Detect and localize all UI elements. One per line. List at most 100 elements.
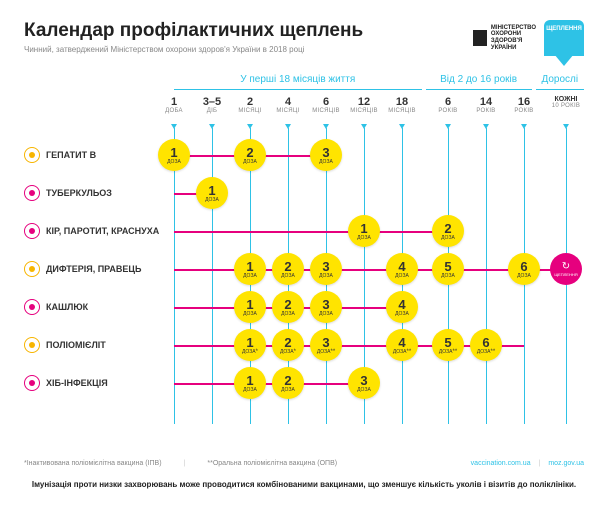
dose-text: ДОЗА** [439,349,457,355]
bottom-note: Імунізація проти низки захворювань може … [24,480,584,489]
column-header: 6МІСЯЦІВ [307,96,345,114]
dose-text: ДОЗА [357,387,371,393]
column-unit: ДІБ [193,108,231,114]
dose-number: 1 [246,260,253,273]
dose-marker: 3ДОЗА [310,139,342,171]
dose-marker: 1ДОЗА [348,215,380,247]
heart-text: ЩЕПЛЕННЯ [544,20,584,32]
column-number: КОЖНІ [547,96,585,103]
dose-text: ДОЗА** [393,349,411,355]
dose-marker: 2ДОЗА [234,139,266,171]
dose-number: 4 [398,298,405,311]
column-unit: РОКІВ [429,108,467,114]
disease-row: КІР, ПАРОТИТ, КРАСНУХА [24,212,560,250]
footnotes: *Інактивована поліомієлітна вакцина (ІПВ… [24,460,584,467]
disease-label: ДИФТЕРІЯ, ПРАВЕЦЬ [46,264,174,274]
column-number: 12 [345,96,383,108]
column-header: 12МІСЯЦІВ [345,96,383,114]
link-moz: moz.gov.ua [548,460,584,467]
column-unit: МІСЯЦІ [231,108,269,114]
column-number: 14 [467,96,505,108]
column-header: 6РОКІВ [429,96,467,114]
column-number: 1 [155,96,193,108]
group-childhood: Від 2 до 16 років [426,74,532,90]
dose-marker: 5ДОЗА [432,253,464,285]
column-unit: МІСЯЦІВ [307,108,345,114]
column-unit: РОКІВ [505,108,543,114]
column-header: 2МІСЯЦІ [231,96,269,114]
dose-number: 2 [284,298,291,311]
dose-number: 4 [398,336,405,349]
dose-text: ДОЗА [517,273,531,279]
disease-icon [24,223,40,239]
dose-marker: 1ДОЗА [234,291,266,323]
dose-text: ДОЗА [281,311,295,317]
column-header: 18МІСЯЦІВ [383,96,421,114]
logos: МІНІСТЕРСТВООХОРОНИЗДОРОВ'ЯУКРАЇНИ ЩЕПЛЕ… [473,20,584,56]
dose-number: 2 [246,146,253,159]
refresh-icon: ↻ [562,261,570,272]
dose-text: ДОЗА* [280,349,296,355]
dose-number: 1 [246,298,253,311]
disease-icon [24,375,40,391]
dose-number: 3 [322,260,329,273]
dose-marker: 1ДОЗА [158,139,190,171]
column-header: 16РОКІВ [505,96,543,114]
column-number: 16 [505,96,543,108]
disease-label: ГЕПАТИТ В [46,150,174,160]
dose-marker: 2ДОЗА [272,367,304,399]
title-block: Календар профілактичних щеплень Чинний, … [24,20,473,54]
subtitle: Чинний, затверджений Міністерством охоро… [24,45,473,54]
revacc-text: ЩЕПЛЕННЯ [554,272,577,277]
dose-text: ДОЗА [243,159,257,165]
dose-number: 3 [322,146,329,159]
dose-text: ДОЗА [281,387,295,393]
column-unit: МІСЯЦІВ [383,108,421,114]
dose-text: ДОЗА [319,311,333,317]
dose-number: 6 [520,260,527,273]
disease-hline [174,231,448,233]
disease-row: ТУБЕРКУЛЬОЗ [24,174,560,212]
column-unit: РОКІВ [467,108,505,114]
dose-marker: 1ДОЗА [234,253,266,285]
disease-label: ТУБЕРКУЛЬОЗ [46,188,174,198]
age-groups: У перші 18 місяців життя Від 2 до 16 рок… [174,74,584,90]
header: Календар профілактичних щеплень Чинний, … [24,20,584,56]
column-unit: ДОБА [155,108,193,114]
dose-marker: 3ДОЗА [310,253,342,285]
dose-marker: 4ДОЗА** [386,329,418,361]
dose-number: 1 [246,374,253,387]
group-adults: Дорослі [536,74,584,90]
column-number: 2 [231,96,269,108]
column-header: 4МІСЯЦІ [269,96,307,114]
dose-marker: 1ДОЗА [196,177,228,209]
dose-number: 4 [398,260,405,273]
ministry-logo: МІНІСТЕРСТВООХОРОНИЗДОРОВ'ЯУКРАЇНИ [473,25,536,51]
dose-marker: 2ДОЗА [432,215,464,247]
column-header: 14РОКІВ [467,96,505,114]
column-header: КОЖНІ10 РОКІВ [547,96,585,109]
column-header: 1ДОБА [155,96,193,114]
chart-area: ГЕПАТИТ В1ДОЗА2ДОЗА3ДОЗАТУБЕРКУЛЬОЗ1ДОЗА… [24,128,584,428]
dose-text: ДОЗА [243,273,257,279]
dose-text: ДОЗА [319,159,333,165]
column-number: 4 [269,96,307,108]
dose-text: ДОЗА** [317,349,335,355]
footnote-ipv: *Інактивована поліомієлітна вакцина (ІПВ… [24,460,162,467]
dose-text: ДОЗА [395,311,409,317]
dose-marker: 4ДОЗА [386,291,418,323]
timeline-headers: 1ДОБА3–5ДІБ2МІСЯЦІ4МІСЯЦІ6МІСЯЦІВ12МІСЯЦ… [174,96,584,124]
dose-text: ДОЗА* [242,349,258,355]
column-number: 3–5 [193,96,231,108]
dose-text: ДОЗА [441,273,455,279]
disease-icon [24,261,40,277]
group-infancy: У перші 18 місяців життя [174,74,422,90]
disease-label: ПОЛІОМІЄЛІТ [46,340,174,350]
disease-icon [24,147,40,163]
dose-text: ДОЗА [395,273,409,279]
dose-marker: 1ДОЗА [234,367,266,399]
column-unit: МІСЯЦІ [269,108,307,114]
dose-marker: 1ДОЗА* [234,329,266,361]
link-vaccination: vaccination.com.ua [471,460,531,467]
trident-icon [473,30,487,46]
